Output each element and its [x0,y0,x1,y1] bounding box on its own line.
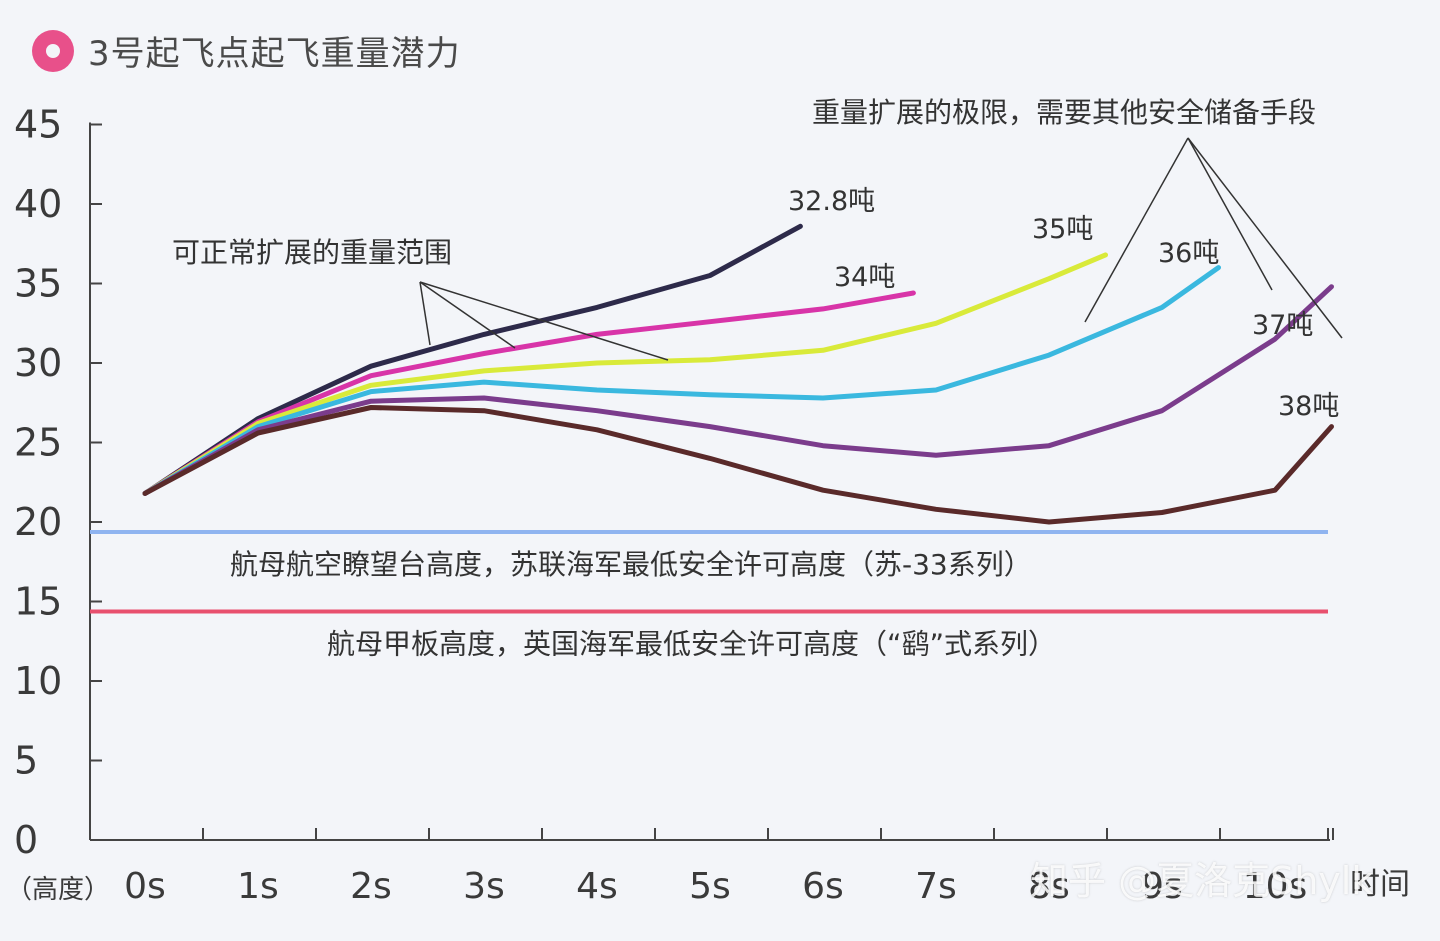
series-line [142,252,1108,496]
annotation-pointer [1187,137,1273,291]
x-tick-label: 7s [915,866,957,907]
x-tick-label: 5s [689,866,731,907]
y-tick-label: 15 [14,580,62,624]
x-tick-label: 0s [124,866,166,907]
y-tick-label: 20 [14,500,62,544]
x-tick-label: 1s [237,866,279,907]
series-line [142,223,803,496]
series-label: 32.8吨 [788,186,875,217]
series-label: 36吨 [1158,238,1219,269]
series-line [142,284,1334,496]
x-axis-label: 时间 [1350,867,1410,902]
series-line [142,290,916,496]
x-tick-label: 2s [350,866,392,907]
y-axis-label: （高度） [6,875,110,905]
series-label: 35吨 [1032,214,1093,245]
watermark: 知乎 @夏洛克Shylk [1030,859,1374,903]
annotation-pointer [419,281,516,349]
series-label: 38吨 [1278,391,1339,422]
annotation-pointer [1187,137,1343,339]
series-label: 34吨 [834,262,895,293]
x-tick-label: 8s [1028,866,1070,907]
y-tick-label: 10 [14,659,62,703]
bullet-icon [32,29,74,72]
chart-header: 3号起飞点起飞重量潜力 [32,26,461,75]
x-tick-label: 9s [1141,866,1183,907]
reference-line-label: 航母甲板高度，英国海军最低安全许可高度（“鹞”式系列） [327,628,1056,661]
reference-line-label: 航母航空瞭望台高度，苏联海军最低安全许可高度（苏-33系列） [230,548,1032,581]
series-line [142,405,1334,525]
annotation-pointer [419,281,669,361]
y-tick-label: 45 [14,103,62,147]
x-tick-label: 3s [463,866,505,907]
annotation-normal-range: 可正常扩展的重量范围 [172,236,452,269]
annotation-pointer [419,281,431,346]
y-tick-label: 35 [14,262,62,306]
chart-title: 3号起飞点起飞重量潜力 [88,34,461,74]
x-tick-label: 6s [802,866,844,907]
y-tick-label: 5 [14,739,38,783]
series-line [142,265,1221,496]
y-tick-label: 40 [14,182,62,226]
x-tick-label: 10s [1243,866,1308,907]
y-tick-label: 0 [14,818,38,862]
annotation-weight-limit: 重量扩展的极限，需要其他安全储备手段 [812,96,1316,129]
annotation-pointer [1084,137,1189,323]
x-tick-label: 4s [576,866,618,907]
y-tick-label: 30 [14,341,62,385]
series-label: 37吨 [1252,310,1313,341]
y-tick-label: 25 [14,421,62,465]
